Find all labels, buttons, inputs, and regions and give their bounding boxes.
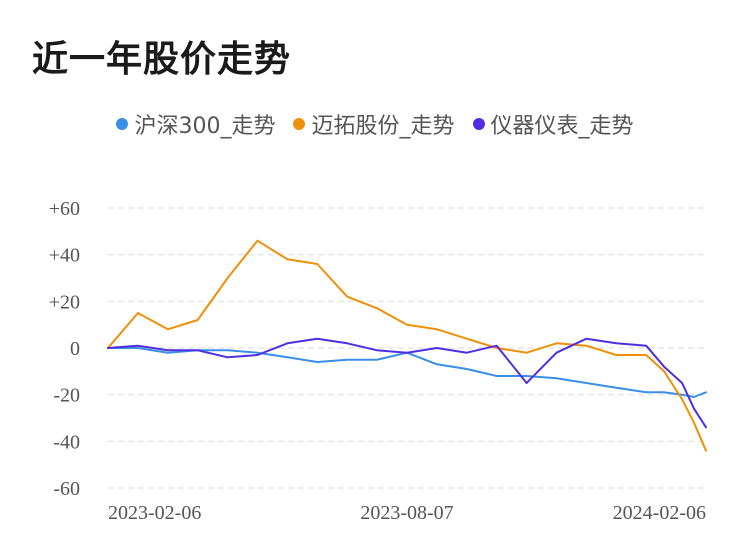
- legend-item-instrument[interactable]: 仪器仪表_走势: [472, 108, 634, 140]
- series-line-2: [107, 337, 707, 429]
- legend: 沪深300_走势 迈拓股份_走势 仪器仪表_走势: [0, 108, 750, 140]
- legend-label: 迈拓股份_走势: [311, 114, 455, 139]
- legend-item-maituo[interactable]: 迈拓股份_走势: [293, 108, 455, 140]
- y-tick-label: 0: [70, 338, 80, 360]
- legend-dot-icon: [293, 118, 306, 130]
- y-tick-label: -60: [53, 478, 80, 500]
- x-tick-label: 2024-02-06: [613, 502, 706, 524]
- y-tick-label: +20: [49, 291, 80, 313]
- y-tick-label: -40: [53, 431, 80, 453]
- x-tick-label: 2023-08-07: [360, 502, 453, 524]
- y-tick-label: +60: [49, 198, 80, 220]
- y-tick-label: +40: [49, 245, 80, 267]
- legend-dot-icon: [116, 118, 129, 130]
- chart-title: 近一年股价走势: [32, 39, 292, 80]
- legend-dot-icon: [472, 118, 485, 130]
- legend-label: 仪器仪表_走势: [490, 114, 634, 139]
- series-line-1: [107, 239, 707, 452]
- legend-label: 沪深300_走势: [134, 114, 276, 139]
- series-line-0: [107, 347, 707, 398]
- legend-item-hs300[interactable]: 沪深300_走势: [116, 108, 275, 140]
- x-tick-label: 2023-02-06: [108, 502, 201, 524]
- y-tick-label: -20: [53, 385, 80, 407]
